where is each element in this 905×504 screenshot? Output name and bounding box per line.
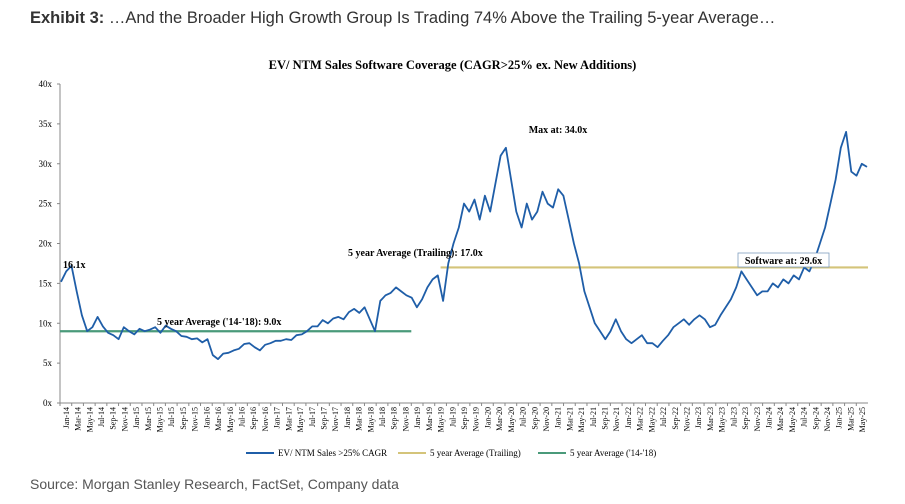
x-tick-label: Sep-21 <box>601 407 610 430</box>
y-tick-label: 10x <box>39 318 53 328</box>
x-tick-label: May-14 <box>85 407 94 432</box>
x-tick-label: Jul-19 <box>448 407 457 427</box>
exhibit-label: Exhibit 3: <box>30 9 105 27</box>
x-tick-label: Sep-15 <box>179 407 188 430</box>
x-tick-label: May-22 <box>647 407 656 432</box>
x-tick-label: Nov-14 <box>120 407 129 431</box>
x-tick-label: Jan-14 <box>62 407 71 428</box>
legend-label-2: 5 year Average ('14-'18) <box>570 448 656 458</box>
x-tick-label: May-20 <box>507 407 516 432</box>
x-tick-label: Jan-23 <box>694 407 703 428</box>
x-tick-label: Jul-22 <box>659 407 668 427</box>
x-tick-label: May-23 <box>718 407 727 432</box>
x-tick-label: Jul-24 <box>800 407 809 427</box>
x-tick-label: Mar-16 <box>214 407 223 431</box>
x-tick-label: May-21 <box>577 407 586 432</box>
series-line-ev-ntm-sales <box>60 130 868 361</box>
x-tick-label: Mar-18 <box>355 407 364 431</box>
y-tick-label: 25x <box>39 199 53 209</box>
x-tick-label: Jul-21 <box>589 407 598 427</box>
annotation-trailing-average: 5 year Average (Trailing): 17.0x <box>348 248 483 259</box>
x-tick-label: Jul-18 <box>378 407 387 427</box>
x-tick-label: May-15 <box>156 407 165 432</box>
x-tick-label: Jul-16 <box>238 407 247 427</box>
x-tick-label: Mar-17 <box>284 407 293 431</box>
x-tick-label: Jul-23 <box>729 407 738 427</box>
x-tick-label: Jan-17 <box>273 407 282 428</box>
x-tick-label: Sep-16 <box>249 407 258 430</box>
x-tick-label: Nov-23 <box>753 407 762 431</box>
annotation-start-value: 16.1x <box>63 260 86 271</box>
x-tick-label: Mar-19 <box>425 407 434 431</box>
y-tick-label: 5x <box>43 358 53 368</box>
x-tick-label: Sep-24 <box>811 407 820 430</box>
x-tick-label: Nov-17 <box>331 407 340 431</box>
x-tick-label: May-24 <box>788 407 797 432</box>
x-tick-label: May-17 <box>296 407 305 432</box>
x-tick-label: Jul-20 <box>519 407 528 427</box>
x-tick-label: Mar-21 <box>565 407 574 431</box>
source-note: Source: Morgan Stanley Research, FactSet… <box>30 476 399 492</box>
annotation-current-box <box>737 252 830 268</box>
x-tick-label: Sep-17 <box>319 407 328 430</box>
x-tick-label: Jan-21 <box>554 407 563 428</box>
x-tick-label: Nov-16 <box>261 407 270 431</box>
x-tick-label: Mar-14 <box>74 407 83 431</box>
x-tick-label: Sep-22 <box>671 407 680 430</box>
y-tick-label: 20x <box>39 239 53 249</box>
annotation-max: Max at: 34.0x <box>529 125 588 136</box>
exhibit-heading: Exhibit 3: …And the Broader High Growth … <box>30 9 775 28</box>
y-tick-label: 15x <box>39 278 53 288</box>
y-tick-label: 0x <box>43 398 53 408</box>
x-tick-label: Mar-24 <box>776 407 785 431</box>
legend-label-1: 5 year Average (Trailing) <box>430 448 521 458</box>
x-tick-label: Jan-25 <box>835 407 844 428</box>
x-tick-label: Mar-20 <box>495 407 504 431</box>
x-tick-label: May-19 <box>437 407 446 432</box>
x-tick-label: Nov-18 <box>401 407 410 431</box>
x-tick-label: Mar-15 <box>144 407 153 431</box>
x-tick-label: Sep-20 <box>530 407 539 430</box>
x-tick-label: Mar-25 <box>846 407 855 431</box>
x-tick-label: Jan-15 <box>132 407 141 428</box>
y-tick-label: 35x <box>39 119 53 129</box>
x-tick-label: May-25 <box>858 407 867 432</box>
x-tick-label: Jan-24 <box>764 407 773 428</box>
annotation-14-18-average: 5 year Average ('14-'18): 9.0x <box>157 317 281 328</box>
x-tick-label: Mar-22 <box>636 407 645 431</box>
x-tick-label: Nov-22 <box>682 407 691 431</box>
x-tick-label: Nov-19 <box>472 407 481 431</box>
x-tick-label: Jul-17 <box>308 407 317 427</box>
x-tick-label: Mar-23 <box>706 407 715 431</box>
x-tick-label: Nov-24 <box>823 407 832 431</box>
x-tick-label: Sep-23 <box>741 407 750 430</box>
x-tick-label: Nov-15 <box>191 407 200 431</box>
y-tick-label: 30x <box>39 159 53 169</box>
x-tick-label: May-18 <box>366 407 375 432</box>
chart-title: EV/ NTM Sales Software Coverage (CAGR>25… <box>268 58 637 72</box>
x-tick-label: Jul-15 <box>167 407 176 427</box>
annotation-current: Software at: 29.6x <box>745 256 822 267</box>
x-tick-label: Jan-20 <box>483 407 492 428</box>
x-tick-label: Jul-14 <box>97 407 106 427</box>
x-tick-label: May-16 <box>226 407 235 432</box>
legend-label-0: EV/ NTM Sales >25% CAGR <box>278 448 387 458</box>
x-tick-label: Jan-16 <box>202 407 211 428</box>
x-tick-label: Jan-18 <box>343 407 352 428</box>
exhibit-text: …And the Broader High Growth Group Is Tr… <box>104 9 776 27</box>
x-tick-label: Sep-19 <box>460 407 469 430</box>
y-tick-label: 40x <box>39 79 53 89</box>
x-tick-label: Nov-21 <box>612 407 621 431</box>
x-tick-label: Sep-14 <box>109 407 118 430</box>
x-tick-label: Nov-20 <box>542 407 551 431</box>
x-tick-label: Jan-22 <box>624 407 633 428</box>
x-tick-label: Sep-18 <box>390 407 399 430</box>
x-tick-label: Jan-19 <box>413 407 422 428</box>
